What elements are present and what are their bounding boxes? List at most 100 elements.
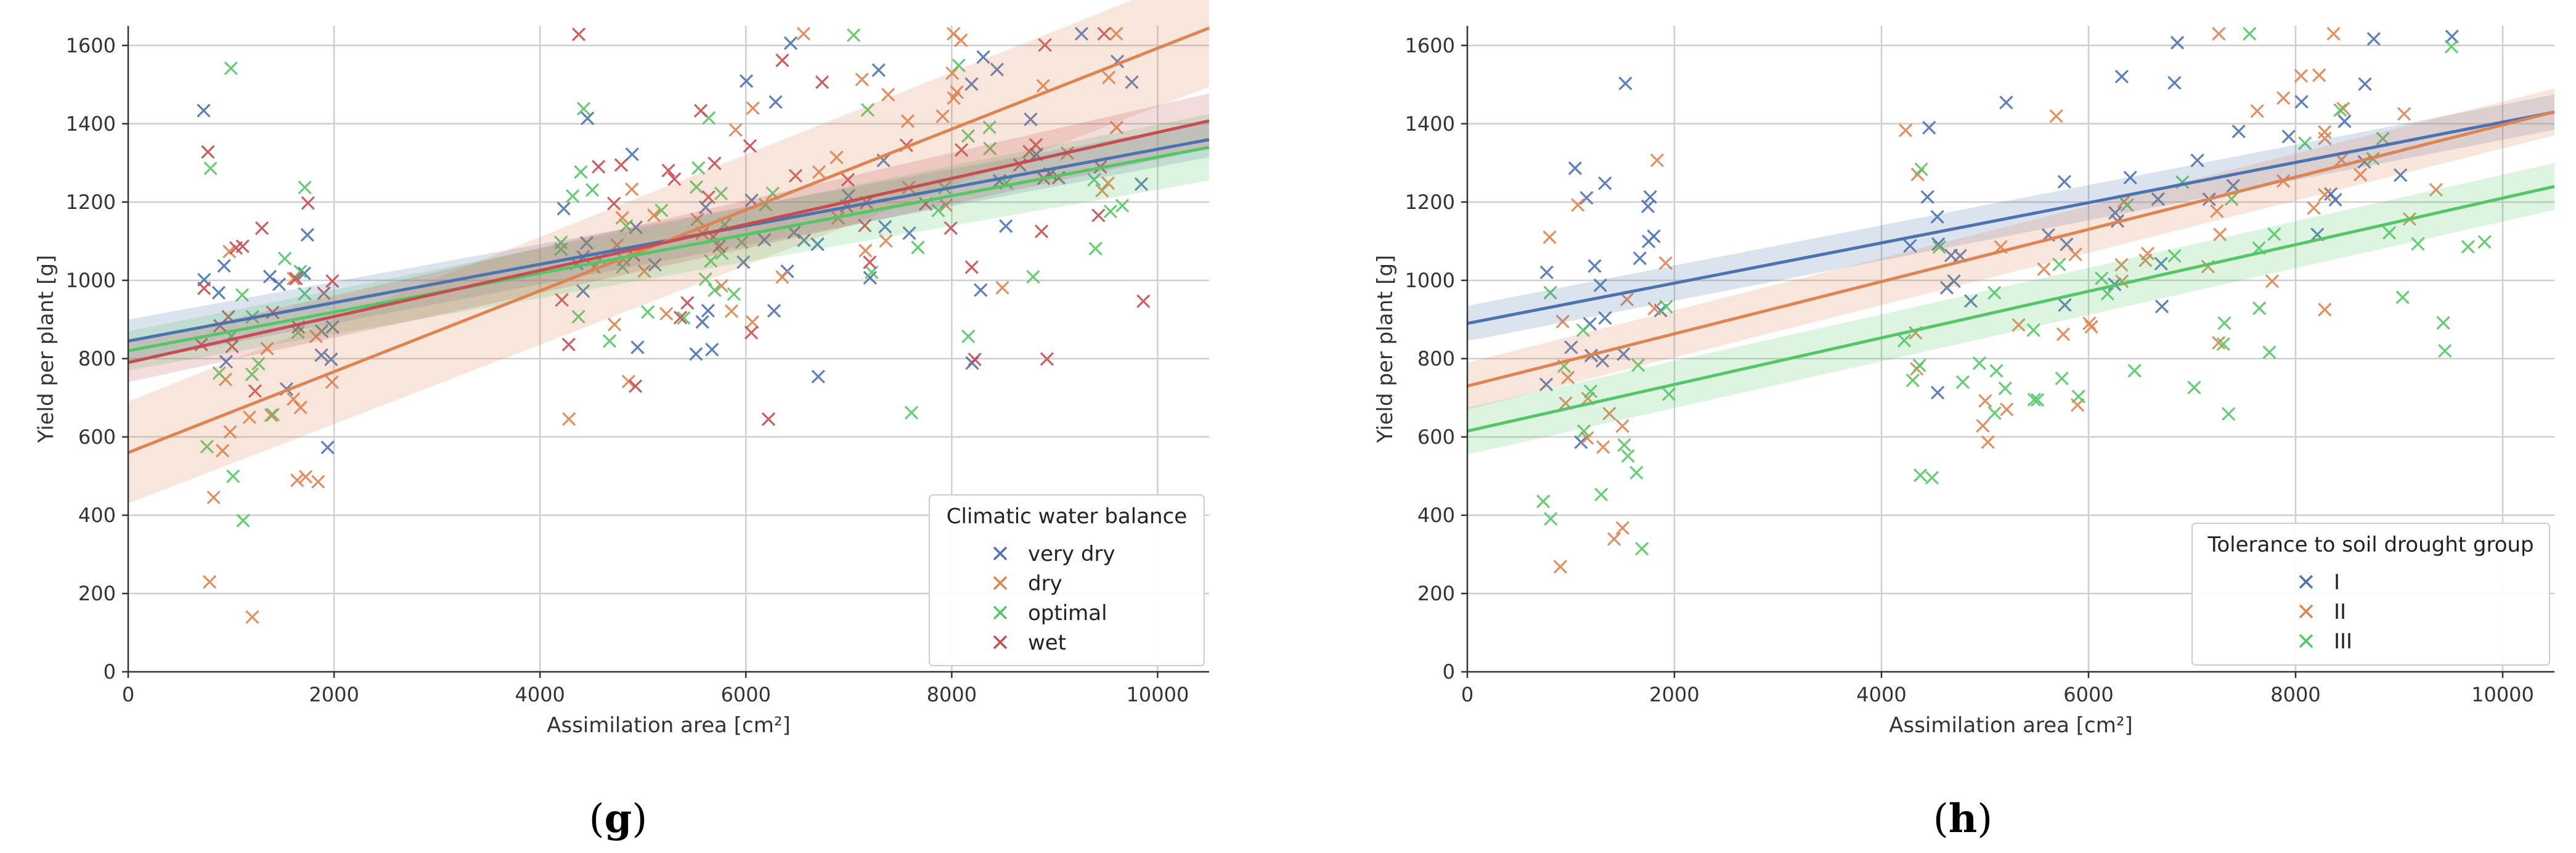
chart0-point-very-dry-49: [1074, 27, 1089, 41]
chart1-point-II-16: [2250, 104, 2264, 118]
chart0-point-wet-39: [815, 75, 829, 89]
chart1-point-II-5: [2213, 227, 2227, 242]
chart0-point-optimal-43: [640, 305, 655, 319]
chart1-point-I-37: [1931, 237, 1946, 251]
chart0-point-very-dry-52: [625, 147, 639, 161]
chart0-point-dry-42: [1101, 176, 1115, 190]
chart0-point-dry-54: [203, 574, 217, 589]
chart0-point-dry-40: [1102, 70, 1116, 84]
chart1-point-I-19: [2338, 114, 2352, 128]
chart1-point-I-23: [2358, 77, 2372, 91]
chart1-point-I-15: [2232, 124, 2246, 139]
chart0-point-wet-9: [571, 27, 586, 41]
chart0-point-optimal-12: [983, 141, 997, 156]
chart1-point-I-32: [1574, 435, 1588, 449]
chart1-point-III-11: [2095, 271, 2109, 285]
chart1-point-I-10: [1618, 76, 1632, 91]
chart0-point-very-dry-14: [297, 266, 311, 280]
chart0-legend-marker-wet: [993, 635, 1008, 650]
chart0-point-wet-45: [225, 339, 239, 354]
chart1-xtick-label-0: 0: [1461, 683, 1473, 706]
chart0-point-wet-12: [1136, 294, 1151, 308]
chart0-point-wet-29: [255, 221, 269, 235]
chart1-point-III-4: [2100, 287, 2114, 301]
chart0-point-dry-45: [947, 27, 961, 41]
chart0-point-very-dry-50: [324, 352, 338, 367]
chart1-point-III-41: [2395, 290, 2410, 304]
chart1-legend-label-III: III: [2334, 629, 2352, 654]
chart0-point-dry-24: [646, 208, 661, 222]
chart0-point-dry-60: [311, 475, 325, 489]
chart1-point-III-17: [1659, 300, 1673, 314]
chart1-point-I-6: [1632, 251, 1647, 266]
chart1-ytick-label-5: 1000: [1405, 269, 1455, 292]
chart0-point-optimal-30: [1115, 198, 1130, 213]
chart0-point-optimal-8: [224, 61, 238, 75]
chart0-point-dry-17: [728, 123, 743, 137]
chart0-point-dry-23: [881, 88, 895, 102]
chart0-xtick-label-5: 10000: [1127, 683, 1189, 706]
chart1-point-I-2: [1539, 265, 1554, 280]
chart0-point-optimal-14: [602, 334, 617, 348]
chart1-point-III-45: [2444, 39, 2459, 54]
chart1-point-II-49: [1580, 431, 1594, 445]
chart0-point-dry-36: [690, 212, 704, 227]
chart0-point-optimal-57: [203, 161, 218, 176]
chart0-point-wet-3: [555, 293, 569, 307]
chart1-point-II-56: [2276, 91, 2291, 105]
chart0-point-dry-48: [1095, 184, 1109, 198]
chart0-point-optimal-32: [571, 309, 585, 324]
chart0-point-wet-18: [680, 296, 695, 310]
chart1-point-III-61: [2167, 249, 2182, 263]
chart1-legend-title: Tolerance to soil drought group: [2207, 533, 2533, 557]
chart0-point-optimal-6: [982, 120, 997, 134]
chart1-ytick-label-6: 1200: [1405, 190, 1455, 214]
chart0-ylabel: Yield per plant [g]: [34, 255, 59, 444]
chart0-point-very-dry-40: [325, 320, 340, 334]
chart1-point-I-40: [1999, 96, 2013, 110]
chart0-point-wet-10: [1091, 208, 1106, 222]
chart0-point-very-dry-15: [1024, 112, 1038, 126]
chart0-point-optimal-59: [251, 356, 266, 371]
chart1-fit-line-I: [1467, 110, 2555, 325]
chart1-point-II-48: [2210, 204, 2224, 218]
chart1-point-I-25: [1593, 278, 1607, 293]
chart1-point-I-30: [1568, 161, 1582, 176]
chart0-point-wet-52: [628, 379, 643, 393]
chart1-point-III-27: [2436, 316, 2450, 330]
chart1-point-III-49: [1955, 375, 1970, 389]
chart1-legend-label-II: II: [2334, 600, 2346, 624]
chart1-point-I-31: [1643, 190, 1657, 204]
chart1-point-II-44: [2212, 27, 2226, 41]
chart1-point-II-39: [2140, 247, 2155, 261]
chart1-point-III-14: [2411, 237, 2425, 251]
chart0-point-wet-0: [775, 53, 789, 67]
chart0-point-dry-41: [260, 341, 274, 356]
chart0-point-optimal-29: [554, 242, 568, 256]
chart0-point-very-dry-35: [689, 347, 703, 361]
chart0-legend-label-dry: dry: [1028, 571, 1062, 596]
chart1-point-III-0: [1544, 512, 1558, 526]
chart0-point-wet-57: [325, 274, 340, 288]
chart1-point-II-2: [2318, 131, 2332, 145]
chart1-point-III-25: [2027, 393, 2041, 407]
chart0-point-dry-28: [746, 101, 760, 115]
chart1-point-I-53: [1930, 210, 1944, 224]
chart1-point-II-25: [2317, 124, 2332, 139]
chart0-point-dry-9: [659, 307, 674, 321]
chart1-point-III-28: [2187, 380, 2201, 394]
chart0-point-optimal-44: [226, 469, 240, 483]
chart0-point-optimal-47: [235, 288, 250, 302]
chart1-ytick-label-1: 200: [1417, 582, 1455, 605]
chart0-point-optimal-34: [576, 102, 591, 116]
chart0-point-very-dry-18: [768, 95, 783, 109]
chart0-point-optimal-7: [735, 235, 749, 250]
chart0-point-optimal-1: [1103, 204, 1117, 219]
chart0-point-dry-2: [775, 270, 789, 284]
chart0-point-optimal-21: [291, 325, 305, 340]
chart0-point-very-dry-48: [581, 111, 595, 126]
chart0-point-very-dry-59: [739, 74, 754, 88]
chart0-fit-line-optimal: [128, 145, 1210, 353]
chart1-point-I-16: [1616, 347, 1631, 361]
chart1-xlabel: Assimilation area [cm²]: [1889, 713, 2133, 738]
